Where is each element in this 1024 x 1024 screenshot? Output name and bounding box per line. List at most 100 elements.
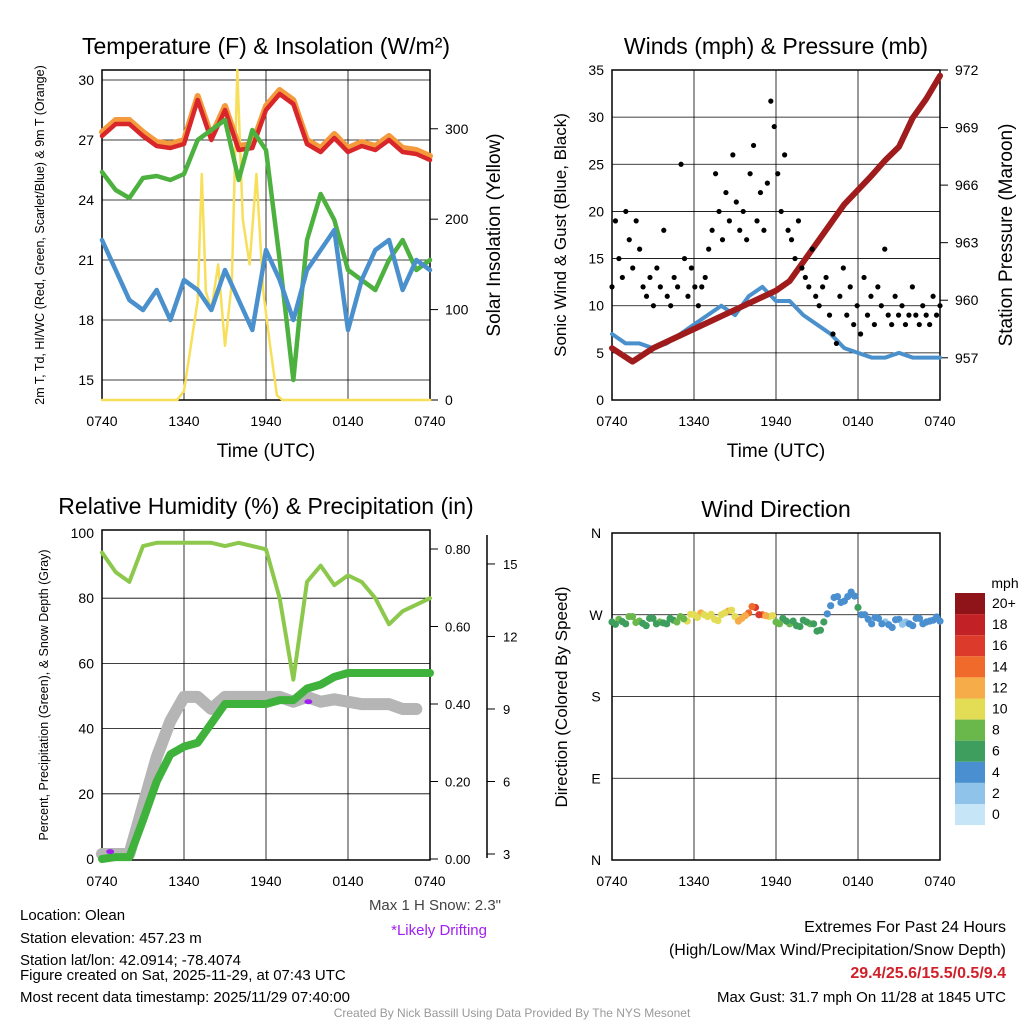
gust-point <box>916 321 922 328</box>
gust-point <box>768 98 774 104</box>
gust-point <box>616 255 622 262</box>
x-tick-label: 1340 <box>168 873 199 889</box>
gust-point <box>840 265 846 271</box>
gust-point <box>882 246 888 252</box>
colorbar-swatch <box>955 761 985 783</box>
x-axis-label: Time (UTC) <box>727 441 826 462</box>
drift-marker <box>304 699 313 705</box>
chart-title: Temperature (F) & Insolation (W/m²) <box>82 33 450 59</box>
gust-point <box>823 274 829 281</box>
direction-point <box>659 619 667 627</box>
colorbar-swatch <box>955 782 985 804</box>
gust-point <box>668 303 674 309</box>
gust-point <box>809 246 815 252</box>
extremes-title: Extremes For Past 24 Hours <box>804 919 1006 936</box>
x-tick-label: 0140 <box>332 873 363 889</box>
x-tick-label: 0740 <box>86 873 117 889</box>
x-tick-label: 1940 <box>250 413 281 429</box>
rh-line <box>100 540 432 682</box>
gust-point <box>902 321 909 328</box>
direction-point <box>816 626 825 634</box>
direction-point <box>686 610 695 618</box>
chart-title: Relative Humidity (%) & Precipitation (i… <box>58 493 473 519</box>
y-tick-label: 5 <box>596 345 604 361</box>
gust-point <box>650 303 657 309</box>
solar-insolation-line <box>100 68 432 402</box>
gust-point <box>871 321 878 328</box>
x-tick-label: 0140 <box>842 873 873 889</box>
gust-point <box>612 218 619 224</box>
direction-point <box>919 620 927 628</box>
gust-point <box>785 227 791 233</box>
series-wc <box>99 227 433 333</box>
direction-point <box>645 614 654 622</box>
gust-point <box>747 171 753 177</box>
extremes-values: 29.4/25.6/15.5/0.5/9.4 <box>850 965 1006 982</box>
gust-point <box>788 237 795 243</box>
x-tick-label: 0740 <box>414 413 445 429</box>
y2-tick-label: 0.00 <box>445 852 470 867</box>
x-tick-label: 0740 <box>596 873 627 889</box>
y-tick-label: 30 <box>78 72 94 88</box>
direction-point <box>652 620 661 628</box>
extremes-subtitle: (High/Low/Max Wind/Precipitation/Snow De… <box>668 942 1006 959</box>
y-tick-label: 35 <box>588 62 604 78</box>
y-axis-label: Sonic Wind & Gust (Blue, Black) <box>551 113 570 357</box>
x-tick-label: 0740 <box>86 413 117 429</box>
gust-point <box>761 227 767 233</box>
gust-point <box>723 189 729 196</box>
gust-point <box>730 152 736 158</box>
y2-tick-label: 963 <box>955 235 979 251</box>
gust-point <box>702 274 708 281</box>
colorbar-tick-label: 4 <box>992 764 1000 780</box>
direction-point <box>885 621 893 629</box>
y-tick-label: 20 <box>78 786 94 802</box>
y2-tick-label: 966 <box>955 177 979 193</box>
gust-point <box>688 265 695 271</box>
direction-point <box>748 602 756 611</box>
colorbar-tick-label: 6 <box>992 743 1000 759</box>
x-tick-label: 1940 <box>760 413 791 429</box>
y2-tick-label: 0.80 <box>445 542 470 557</box>
y2-tick-label: 0.60 <box>445 620 470 635</box>
colorbar-swatch <box>955 635 985 657</box>
y-tick-label: 60 <box>78 655 94 671</box>
y2-tick-label: 100 <box>445 302 469 318</box>
x-tick-label: 1340 <box>168 413 199 429</box>
gust-point <box>937 303 943 309</box>
gust-point <box>913 312 919 318</box>
y-axis-label: Percent, Precipitation (Green), & Snow D… <box>37 549 51 840</box>
gust-point <box>637 246 643 252</box>
y-tick-label: 15 <box>588 251 604 267</box>
gust-point <box>837 293 843 299</box>
direction-point <box>891 616 900 624</box>
y-tick-label: 27 <box>78 132 94 148</box>
gust-point <box>657 284 663 290</box>
y-tick-label: N <box>591 525 601 541</box>
y2-axis-label: Station Pressure (Maroon) <box>996 124 1017 347</box>
gust-point <box>889 321 895 328</box>
direction-point <box>789 617 797 625</box>
series-td <box>99 117 433 383</box>
gust-point <box>678 161 684 167</box>
recent-timestamp: Most recent data timestamp: 2025/11/29 0… <box>20 989 350 1006</box>
gust-point <box>923 312 929 318</box>
gust-point <box>778 208 784 215</box>
location: Location: Olean <box>20 907 126 924</box>
gust-point <box>671 274 677 281</box>
direction-point <box>803 618 811 626</box>
direction-point <box>871 613 879 622</box>
y2-tick-label: 0.40 <box>445 697 470 712</box>
direction-point <box>850 592 859 600</box>
direction-point <box>782 617 790 625</box>
gust-point <box>750 142 757 149</box>
credit: Created By Nick Bassill Using Data Provi… <box>333 1006 691 1020</box>
gust-point <box>695 303 701 309</box>
gust-point <box>857 331 864 337</box>
x-tick-label: 1940 <box>760 873 791 889</box>
y2-tick-label: 969 <box>955 120 979 136</box>
precip-line <box>98 669 434 863</box>
y-tick-label: W <box>589 607 603 623</box>
gust-point <box>699 284 705 290</box>
colorbar-tick-label: 2 <box>992 785 1000 801</box>
